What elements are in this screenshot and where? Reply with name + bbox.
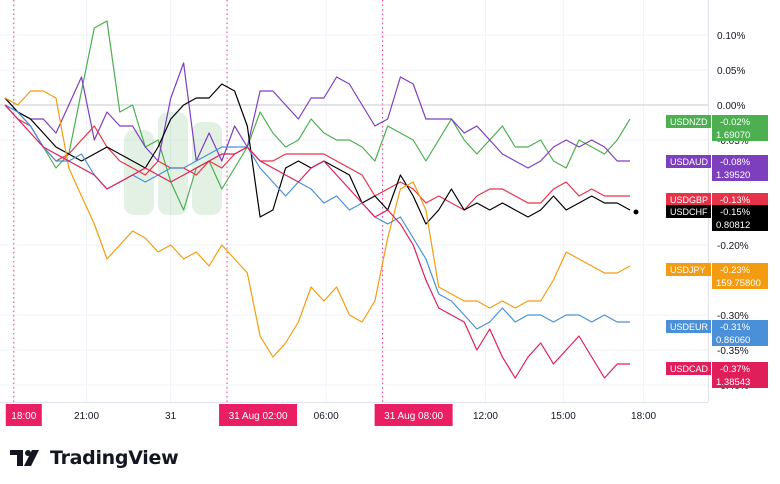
badge-symbol: USDAUD bbox=[670, 157, 709, 167]
y-tick-label: -0.30% bbox=[717, 311, 749, 322]
badge-pct: -0.02% bbox=[720, 117, 751, 128]
badge-value-bg bbox=[712, 115, 768, 141]
series-line-usdjpy bbox=[4, 90, 631, 358]
badge-pct: -0.31% bbox=[720, 322, 751, 333]
series-line-usdnzd bbox=[4, 20, 631, 211]
x-tick-label-highlight: 31 Aug 02:00 bbox=[229, 411, 288, 422]
y-tick-label: -0.20% bbox=[717, 241, 749, 252]
badge-pct: -0.08% bbox=[720, 157, 751, 168]
badge-value-bg bbox=[712, 263, 768, 289]
badge-price: 0.86060 bbox=[716, 335, 750, 346]
badge-pct: -0.15% bbox=[720, 207, 751, 218]
x-tick-label: 12:00 bbox=[473, 411, 498, 422]
badge-pct: -0.37% bbox=[720, 364, 751, 375]
series-line-usdgbp bbox=[4, 104, 630, 211]
x-tick-label-highlight: 18:00 bbox=[11, 411, 36, 422]
badge-name-bg bbox=[666, 205, 711, 218]
grid-lines bbox=[0, 0, 708, 402]
badge-name-bg bbox=[666, 263, 711, 276]
badge-value-bg bbox=[712, 155, 768, 181]
badge-name-bg bbox=[666, 155, 711, 168]
badge-price: 1.38543 bbox=[716, 377, 750, 388]
x-tick-label: 21:00 bbox=[74, 411, 99, 422]
series-badges: USDNZD -0.02% 1.69070 USDAUD -0.08% 1.39520 US… bbox=[666, 115, 768, 388]
x-tick-highlight-bg bbox=[374, 404, 453, 426]
series-line-usdeur bbox=[4, 104, 630, 330]
y-tick-label: 0.00% bbox=[717, 101, 745, 112]
badge-value-bg bbox=[712, 193, 768, 206]
badge-symbol: USDJPY bbox=[670, 265, 706, 275]
x-tick-highlight-bg bbox=[5, 404, 42, 426]
y-tick-label: 0.10% bbox=[717, 31, 745, 42]
y-tick-label: -0.35% bbox=[717, 346, 749, 357]
badge-price: 0.80812 bbox=[716, 220, 750, 231]
badge-value-bg bbox=[712, 320, 768, 346]
badge-pct: -0.23% bbox=[720, 265, 751, 276]
last-point-marker bbox=[633, 209, 639, 215]
badge-symbol: USDNZD bbox=[670, 117, 708, 127]
series-line-usdcad bbox=[4, 104, 630, 379]
tradingview-logo-icon bbox=[10, 450, 39, 466]
time-axis: 18:00 21:00 31 31 Aug 02:00 06:00 31 Aug 08:0… bbox=[5, 404, 657, 426]
badge-price: 159.75800 bbox=[716, 278, 761, 289]
badge-name-bg bbox=[666, 320, 711, 333]
y-tick-label: 0.05% bbox=[717, 66, 745, 77]
badge-pct: -0.13% bbox=[720, 195, 751, 206]
badge-name-bg bbox=[666, 115, 711, 128]
badge-value-bg bbox=[712, 362, 768, 388]
x-tick-label: 15:00 bbox=[551, 411, 576, 422]
badge-price: 1.39520 bbox=[716, 170, 750, 181]
x-tick-label: 31 bbox=[165, 411, 177, 422]
x-tick-label: 06:00 bbox=[314, 411, 339, 422]
x-tick-highlight-bg bbox=[219, 404, 298, 426]
series-line-usdaud bbox=[4, 62, 630, 169]
x-tick-label: 18:00 bbox=[631, 411, 656, 422]
footer: TradingView bbox=[10, 444, 179, 472]
badge-symbol: USDCAD bbox=[670, 364, 709, 374]
x-tick-label-highlight: 31 Aug 08:00 bbox=[384, 411, 443, 422]
badge-name-bg bbox=[666, 193, 711, 206]
series-lines bbox=[4, 20, 639, 379]
badge-value-bg bbox=[712, 205, 768, 231]
badge-symbol: USDEUR bbox=[670, 322, 709, 332]
badge-name-bg bbox=[666, 362, 711, 375]
y-tick-label: -0.05% bbox=[717, 136, 749, 147]
badge-price: 1.69070 bbox=[716, 130, 750, 141]
badge-symbol: USDCHF bbox=[670, 207, 708, 217]
brand-name: TradingView bbox=[50, 447, 179, 469]
badge-symbol: USDGBP bbox=[670, 195, 708, 205]
